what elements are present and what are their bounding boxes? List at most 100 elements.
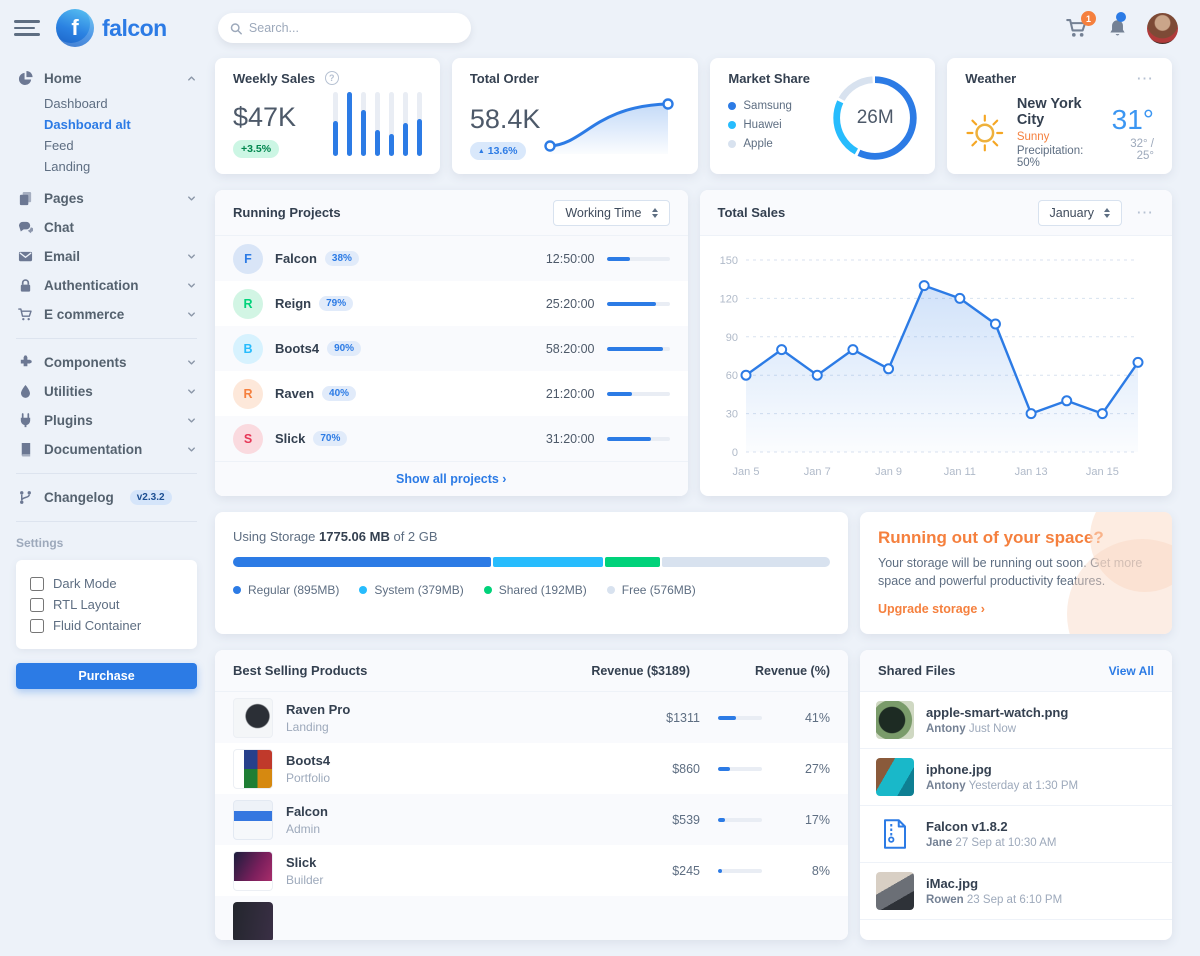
- product-progress: [718, 715, 762, 720]
- chevron-down-icon: [186, 280, 197, 291]
- project-name[interactable]: Raven: [275, 386, 315, 401]
- product-percent: 17%: [804, 812, 830, 827]
- sidebar-item-authentication[interactable]: Authentication: [16, 271, 197, 300]
- sidebar-item-changelog[interactable]: Changelog v2.3.2: [16, 483, 197, 512]
- sidebar-item-label: Changelog: [44, 490, 114, 505]
- legend-dot: [483, 585, 492, 594]
- sidebar-item-plugins[interactable]: Plugins: [16, 406, 197, 435]
- settings-card: Dark Mode RTL Layout Fluid Container: [16, 560, 197, 649]
- total-order-value: 58.4K: [469, 104, 541, 134]
- fluid-container-toggle[interactable]: Fluid Container: [30, 615, 183, 636]
- falcon-logo-icon: f: [56, 9, 94, 47]
- select-value: Working Time: [565, 205, 642, 220]
- project-name[interactable]: Reign: [275, 296, 312, 311]
- project-progress: [606, 346, 670, 351]
- market-share-total: 26M: [856, 107, 894, 128]
- shared-file-item[interactable]: apple-smart-watch.png Antony Just Now: [860, 692, 1172, 749]
- main-content: Weekly Sales ? $47K +3.5% Total Order 58…: [215, 56, 1172, 956]
- month-select[interactable]: January: [1037, 199, 1122, 226]
- shopping-cart-icon: [16, 307, 34, 322]
- project-name[interactable]: Slick: [275, 431, 306, 446]
- dark-mode-toggle[interactable]: Dark Mode: [30, 573, 183, 594]
- storage-legend-shared: Shared (192MB): [483, 580, 587, 599]
- search-bar[interactable]: [218, 13, 471, 43]
- sidebar-item-ecommerce[interactable]: E commerce: [16, 300, 197, 329]
- project-row[interactable]: S Slick 70% 31:20:00: [215, 416, 688, 461]
- sidebar-item-home[interactable]: Home: [16, 64, 197, 93]
- weekly-sales-badge: +3.5%: [233, 140, 280, 158]
- sidebar-item-email[interactable]: Email: [16, 242, 197, 271]
- shared-files-card: Shared Files View All apple-smart-watch.…: [860, 650, 1172, 940]
- view-all-link[interactable]: View All: [1108, 663, 1154, 678]
- product-progress: [718, 766, 762, 771]
- project-row[interactable]: F Falcon 38% 12:50:00: [215, 236, 688, 281]
- product-name[interactable]: Slick: [286, 854, 317, 870]
- info-icon[interactable]: ?: [324, 71, 339, 85]
- cart-button[interactable]: 1: [1066, 11, 1096, 38]
- sidebar-item-utilities[interactable]: Utilities: [16, 377, 197, 406]
- card-title: Running Projects: [233, 205, 341, 220]
- sidebar-item-chat[interactable]: Chat: [16, 213, 197, 242]
- shared-file-item[interactable]: iphone.jpg Antony Yesterday at 1:30 PM: [860, 749, 1172, 806]
- shared-file-item[interactable]: iMac.jpg Rowen 23 Sep at 6:10 PM: [860, 863, 1172, 920]
- product-row: Slick Builder $245 8%: [215, 845, 848, 896]
- storage-card: Using Storage 1775.06 MB of 2 GB Regular…: [215, 512, 848, 634]
- upgrade-space-card: Running out of your space? Your storage …: [860, 512, 1172, 634]
- storage-title: Using Storage 1775.06 MB of 2 GB: [233, 529, 438, 544]
- sidebar-item-landing[interactable]: Landing: [44, 159, 91, 174]
- storage-segment: [233, 557, 492, 567]
- weekly-sales-value: $47K: [233, 102, 297, 132]
- sidebar-item-dashboard-alt[interactable]: Dashboard alt: [44, 117, 131, 132]
- project-avatar: R: [233, 378, 263, 409]
- chevron-down-icon: [186, 251, 197, 262]
- search-icon: [230, 22, 242, 34]
- product-thumbnail: [233, 748, 273, 789]
- top-navbar: f falcon 1: [0, 0, 1200, 56]
- best-selling-card: Best Selling Products Revenue ($3189) Re…: [215, 650, 848, 940]
- purchase-button[interactable]: Purchase: [16, 663, 197, 689]
- file-name: Falcon v1.8.2: [926, 819, 1008, 834]
- ellipsis-menu-icon[interactable]: ⋯: [1136, 68, 1154, 88]
- upgrade-storage-link[interactable]: Upgrade storage ›: [878, 602, 985, 617]
- project-row[interactable]: R Reign 79% 25:20:00: [215, 281, 688, 326]
- dark-mode-checkbox[interactable]: [30, 576, 44, 591]
- project-row[interactable]: B Boots4 90% 58:20:00: [215, 326, 688, 371]
- search-input[interactable]: [248, 21, 459, 35]
- chat-icon: [16, 220, 34, 235]
- sidebar-item-feed[interactable]: Feed: [44, 138, 74, 153]
- ellipsis-menu-icon[interactable]: ⋯: [1136, 202, 1154, 222]
- hamburger-menu-icon[interactable]: [14, 17, 40, 39]
- shared-file-item[interactable]: Falcon v1.8.2 Jane 27 Sep at 10:30 AM: [860, 806, 1172, 863]
- file-meta: Rowen 23 Sep at 6:10 PM: [926, 894, 1063, 906]
- show-all-projects-link[interactable]: Show all projects ›: [396, 472, 507, 486]
- project-name[interactable]: Boots4: [275, 341, 320, 356]
- total-sales-card: Total Sales January ⋯ 0 30 60 90 120 150 Jan 5…: [699, 190, 1172, 496]
- file-name: iphone.jpg: [926, 762, 992, 777]
- weather-condition: Sunny: [1016, 131, 1050, 143]
- card-title: Weather: [965, 71, 1017, 86]
- working-time-select[interactable]: Working Time: [553, 199, 670, 226]
- sidebar-item-dashboard[interactable]: Dashboard: [44, 96, 108, 111]
- product-name[interactable]: Falcon: [286, 803, 328, 819]
- product-name[interactable]: Raven Pro: [286, 701, 351, 717]
- brand-logo[interactable]: f falcon: [56, 9, 167, 47]
- project-percent-badge: 70%: [313, 431, 348, 446]
- fluid-container-checkbox[interactable]: [30, 618, 44, 633]
- settings-heading: Settings: [16, 536, 64, 550]
- zip-file-icon: [876, 815, 914, 853]
- sidebar-item-components[interactable]: Components: [16, 348, 197, 377]
- legend-dot: [233, 585, 241, 594]
- rtl-layout-toggle[interactable]: RTL Layout: [30, 594, 183, 615]
- project-name[interactable]: Falcon: [275, 251, 317, 266]
- rtl-layout-checkbox[interactable]: [30, 597, 44, 612]
- legend-dot: [359, 585, 368, 594]
- user-avatar[interactable]: [1147, 12, 1178, 44]
- svg-text:0: 0: [731, 447, 737, 459]
- product-name[interactable]: Boots4: [286, 752, 331, 768]
- space-title: Running out of your space?: [878, 528, 1104, 547]
- sidebar-item-pages[interactable]: Pages: [16, 184, 197, 213]
- legend-item-samsung: Samsung: [728, 96, 917, 115]
- project-row[interactable]: R Raven 40% 21:20:00: [215, 371, 688, 416]
- notifications-button[interactable]: [1108, 12, 1127, 38]
- sidebar-item-documentation[interactable]: Documentation: [16, 435, 197, 464]
